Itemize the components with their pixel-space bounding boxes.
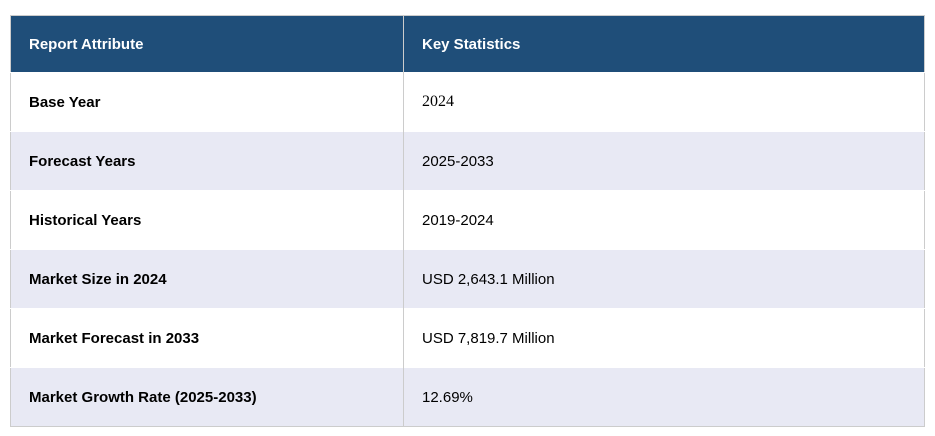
value-cell: USD 7,819.7 Million <box>403 308 925 368</box>
table-body: Base Year 2024 Forecast Years 2025-2033 Hist… <box>10 72 925 427</box>
report-statistics-table: Report Attribute Key Statistics Base Yea… <box>10 15 925 427</box>
column-header-key-statistics: Key Statistics <box>403 15 925 73</box>
table-head: Report Attribute Key Statistics <box>10 15 925 73</box>
table-row: Base Year 2024 <box>10 72 925 132</box>
value-cell: 2025-2033 <box>403 131 925 191</box>
table-row: Market Growth Rate (2025-2033) 12.69% <box>10 367 925 427</box>
attribute-cell: Market Size in 2024 <box>10 249 404 309</box>
column-header-report-attribute: Report Attribute <box>10 15 404 73</box>
table-row: Market Forecast in 2033 USD 7,819.7 Milli… <box>10 308 925 368</box>
attribute-cell: Market Growth Rate (2025-2033) <box>10 367 404 427</box>
table-header-row: Report Attribute Key Statistics <box>10 15 925 73</box>
table-row: Forecast Years 2025-2033 <box>10 131 925 191</box>
attribute-cell: Forecast Years <box>10 131 404 191</box>
attribute-cell: Historical Years <box>10 190 404 250</box>
table-row: Historical Years 2019-2024 <box>10 190 925 250</box>
value-cell: 2019-2024 <box>403 190 925 250</box>
attribute-cell: Market Forecast in 2033 <box>10 308 404 368</box>
value-cell: 2024 <box>403 72 925 132</box>
value-cell: USD 2,643.1 Million <box>403 249 925 309</box>
value-cell: 12.69% <box>403 367 925 427</box>
table-row: Market Size in 2024 USD 2,643.1 Million <box>10 249 925 309</box>
attribute-cell: Base Year <box>10 72 404 132</box>
